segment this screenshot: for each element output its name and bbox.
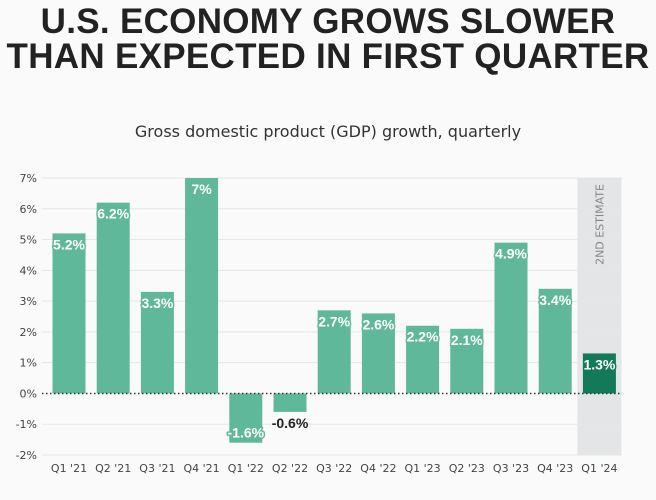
x-tick-label: Q4 '23 [537,462,573,475]
y-tick-label: 3% [20,295,37,308]
data-label: -0.6% [272,415,309,431]
x-tick-label: Q3 '23 [493,462,529,475]
x-tick-label: Q2 '21 [95,462,131,475]
x-tick-label: Q2 '23 [449,462,485,475]
y-tick-label: -1% [16,418,37,431]
chart-title: U.S. ECONOMY GROWS SLOWER THAN EXPECTED … [6,2,650,76]
y-tick-label: -2% [16,449,37,462]
estimate-band [577,178,622,455]
bar [52,233,86,394]
bar [185,178,219,394]
y-tick-label: 1% [20,357,37,370]
data-label: 6.2% [97,206,129,222]
data-label: 7% [191,181,212,197]
data-label: -1.6% [228,425,265,441]
bar [538,288,572,394]
bar [494,242,528,394]
y-tick-label: 0% [20,387,37,400]
y-tick-label: 5% [20,234,37,247]
x-tick-label: Q3 '21 [139,462,175,475]
x-tick-label: Q4 '21 [184,462,220,475]
estimate-annotation: 2ND ESTIMATE [593,184,606,265]
x-tick-label: Q2 '22 [272,462,308,475]
data-label: 1.3% [583,356,615,372]
bar [273,393,307,412]
data-label: 3.3% [141,295,173,311]
y-tick-label: 2% [20,326,37,339]
data-label: 4.9% [495,246,527,262]
bar [450,328,484,394]
x-tick-label: Q3 '22 [316,462,352,475]
x-tick-label: Q1 '22 [228,462,264,475]
chart-subtitle: Gross domestic product (GDP) growth, qua… [134,122,522,141]
x-tick-label: Q4 '22 [360,462,396,475]
bar [317,310,351,394]
data-label: 2.7% [318,313,350,329]
data-label: 2.6% [362,316,394,332]
y-tick-label: 7% [20,172,37,185]
bar [582,353,616,394]
x-tick-label: Q1 '21 [51,462,87,475]
y-tick-label: 4% [20,264,37,277]
data-label: 5.2% [53,236,85,252]
data-label: 3.4% [539,292,571,308]
data-label: 2.2% [407,329,439,345]
x-tick-label: Q1 '24 [581,462,617,475]
bar [406,325,440,394]
bar [96,202,130,394]
x-tick-label: Q1 '23 [405,462,441,475]
bar [229,393,263,443]
data-label: 2.1% [451,332,483,348]
bar [140,291,174,394]
bar [361,313,395,394]
y-tick-label: 6% [20,203,37,216]
